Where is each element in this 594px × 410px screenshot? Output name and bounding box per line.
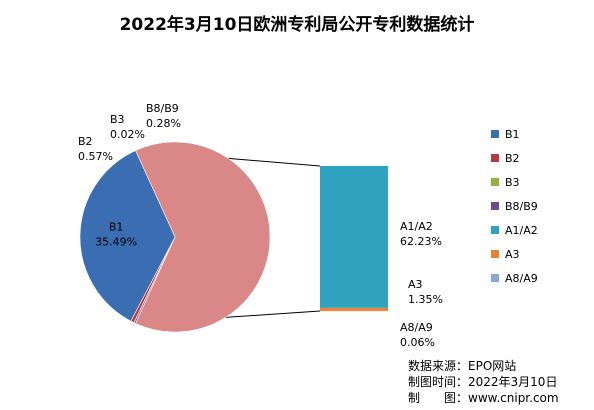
legend-swatch-b8-b9 <box>491 202 499 210</box>
label-name-b1: B1 <box>109 220 124 233</box>
legend-label-b1: B1 <box>505 128 520 141</box>
date-line: 制图时间：2022年3月10日 <box>408 375 557 389</box>
data-labels: B1 35.49% B2 0.57% B3 0.02%B8/B9 0.28% A1/A2 62.… <box>78 102 443 349</box>
legend-label-b8-b9: B8/B9 <box>505 200 538 213</box>
legend-label-b3: B3 <box>505 176 520 189</box>
legend-swatch-a8-a9 <box>491 274 499 282</box>
legend-swatch-b2 <box>491 154 499 162</box>
label-value-a3: 1.35% <box>408 293 443 306</box>
label-name-b8-b9: B8/B9 <box>146 102 179 115</box>
label-value-a1-a2: 62.23% <box>400 235 442 248</box>
source-note: 数据来源：EPO网站 制图时间：2022年3月10日 制 图：www.cnipr… <box>408 358 559 405</box>
legend: B1 B2 B3 B8/B9 A1/A2 A3 A8/A9 <box>491 128 538 285</box>
pie-slice-b1 <box>79 150 176 322</box>
pie <box>79 141 271 333</box>
label-value-b3: 0.02% <box>110 128 145 141</box>
label-name-b3: B3 <box>110 113 125 126</box>
legend-swatch-a3 <box>491 250 499 258</box>
label-value-a8-a9: 0.06% <box>400 336 435 349</box>
legend-label-b2: B2 <box>505 152 520 165</box>
label-value-b2: 0.57% <box>78 150 113 163</box>
source-line: 数据来源：EPO网站 <box>408 358 516 373</box>
pie-slice-other <box>135 141 271 333</box>
label-name-a3: A3 <box>408 278 423 291</box>
legend-label-a3: A3 <box>505 248 520 261</box>
bar-segment-a3 <box>320 307 388 311</box>
legend-swatch-b3 <box>491 178 499 186</box>
legend-label-a8-a9: A8/A9 <box>505 272 538 285</box>
legend-swatch-a1-a2 <box>491 226 499 234</box>
legend-swatch-b1 <box>491 130 499 138</box>
chart-title: 2022年3月10日欧洲专利局公开专利数据统计 <box>120 14 475 35</box>
label-value-b8-b9: 0.28% <box>146 117 181 130</box>
label-name-b2: B2 <box>78 135 93 148</box>
label-value-b1: 35.49% <box>95 235 137 248</box>
author-line: 制 图：www.cnipr.com <box>408 391 559 405</box>
label-name-a1-a2: A1/A2 <box>400 220 433 233</box>
bar-segment-a1-a2 <box>320 166 388 308</box>
label-name-a8-a9: A8/A9 <box>400 321 433 334</box>
stacked-bar <box>320 166 388 312</box>
legend-label-a1-a2: A1/A2 <box>505 224 538 237</box>
